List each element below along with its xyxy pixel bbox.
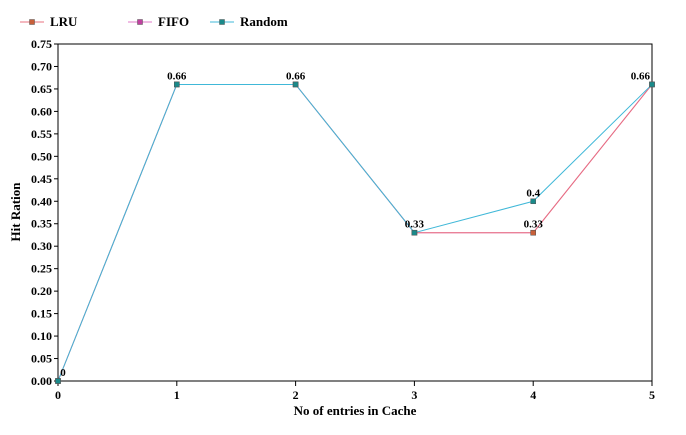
y-tick-label: 0.25	[31, 262, 52, 276]
y-tick-label: 0.15	[31, 307, 52, 321]
y-tick-label: 0.00	[31, 374, 52, 388]
y-tick-label: 0.75	[31, 37, 52, 51]
x-tick-label: 0	[55, 388, 61, 402]
y-tick-label: 0.10	[31, 329, 52, 343]
series-line-fifo	[57, 83, 653, 382]
legend-label-lru: LRU	[50, 14, 78, 29]
data-point-random	[174, 81, 180, 88]
x-tick-label: 4	[530, 388, 536, 402]
legend-marker-fifo	[137, 19, 143, 25]
data-point-random	[649, 81, 655, 88]
data-point-lru	[530, 229, 536, 236]
y-tick-label: 0.50	[31, 149, 52, 163]
series-layer	[55, 81, 655, 384]
data-labels: 0 0.66 0.66 0.33 0.4 0.33 0.66	[60, 70, 650, 379]
series-line-lru	[57, 83, 653, 382]
data-label: 0.66	[631, 70, 651, 82]
data-point-random	[292, 81, 299, 88]
y-tick-label: 0.20	[31, 284, 52, 298]
data-point-random	[55, 378, 61, 384]
legend-label-random: Random	[240, 14, 288, 29]
legend-label-fifo: FIFO	[158, 14, 189, 29]
y-tick-label: 0.35	[31, 217, 52, 231]
y-tick-label: 0.60	[31, 104, 52, 118]
x-axis-title: No of entries in Cache	[294, 403, 417, 418]
data-label: 0.4	[526, 187, 540, 199]
y-tick-label: 0.45	[31, 172, 52, 186]
data-label: 0	[60, 367, 66, 379]
y-axis-title: Hit Ration	[8, 182, 23, 242]
x-axis: 0 1 2 3 4 5	[55, 381, 655, 402]
series-line-random	[57, 83, 653, 382]
x-tick-label: 2	[293, 388, 299, 402]
legend-marker-random	[219, 19, 225, 25]
legend-marker-lru	[29, 19, 35, 25]
data-point-random	[411, 229, 418, 236]
y-axis: 0.00 0.05 0.10 0.15 0.20 0.25 0.30 0.35 0.40 0.45…	[31, 37, 58, 388]
data-label: 0.66	[286, 70, 306, 82]
y-tick-label: 0.05	[31, 352, 52, 366]
data-point-random	[530, 198, 536, 205]
y-tick-label: 0.65	[31, 82, 52, 96]
x-tick-label: 5	[649, 388, 655, 402]
y-tick-label: 0.30	[31, 239, 52, 253]
data-label: 0.33	[405, 219, 425, 231]
data-label: 0.33	[524, 219, 544, 231]
plot-area-frame	[57, 43, 653, 382]
y-tick-label: 0.55	[31, 127, 52, 141]
y-tick-label: 0.40	[31, 194, 52, 208]
legend: LRU FIFO Random	[20, 14, 288, 29]
x-tick-label: 1	[174, 388, 180, 402]
x-tick-label: 3	[411, 388, 417, 402]
data-label: 0.66	[167, 70, 187, 82]
y-tick-label: 0.70	[31, 59, 52, 73]
